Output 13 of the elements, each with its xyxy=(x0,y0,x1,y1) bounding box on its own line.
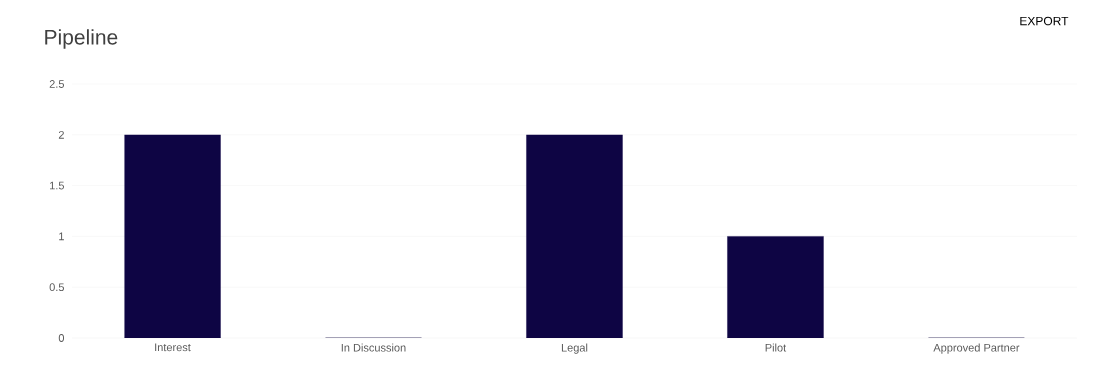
chart-title: Pipeline xyxy=(45,29,118,49)
y-tick-label: 0 xyxy=(58,334,65,342)
x-tick-label: In Discussion xyxy=(341,343,406,352)
text: EXPORT xyxy=(1020,16,1069,26)
y-tick-label: 2.5 xyxy=(49,80,64,88)
x-tick-label: Approved Partner xyxy=(933,343,1020,354)
y-tick-label: 1.5 xyxy=(50,181,64,190)
y-tick-label: 1 xyxy=(59,232,64,241)
y-tick-label: 2 xyxy=(58,130,64,139)
y-tick-label: 0.5 xyxy=(49,283,64,292)
x-tick-label: Pilot xyxy=(765,343,787,352)
x-tick-label: Legal xyxy=(561,343,588,354)
x-tick-label: Interest xyxy=(155,343,191,352)
